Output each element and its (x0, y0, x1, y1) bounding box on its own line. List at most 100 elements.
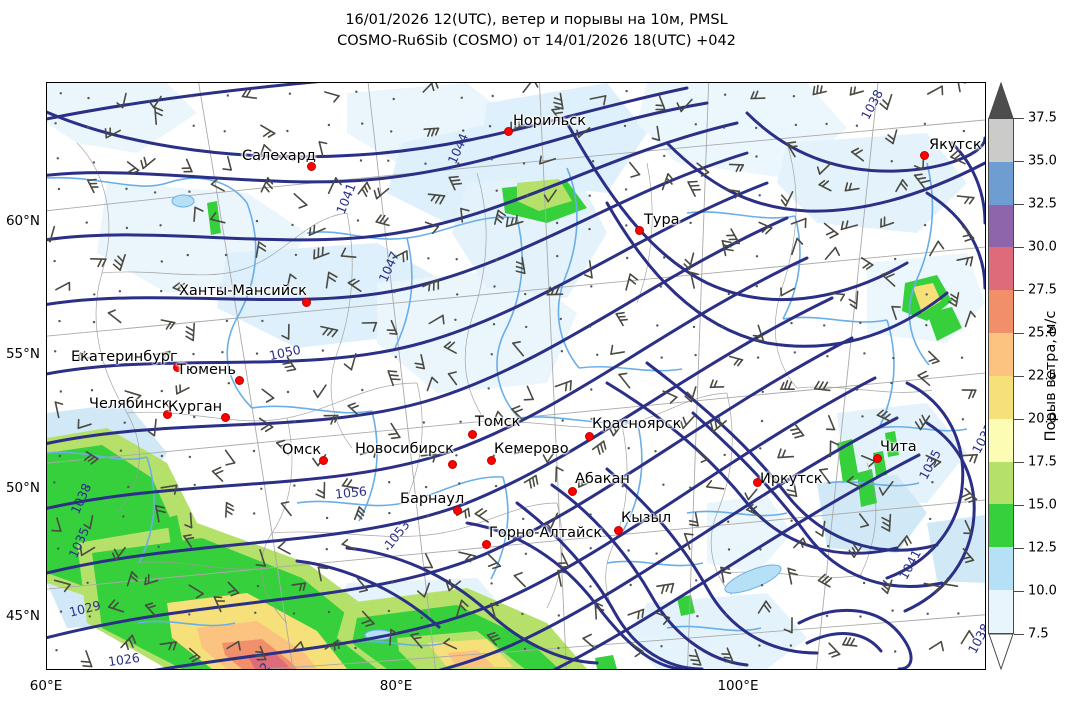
city-marker[interactable] (468, 430, 477, 439)
station-dot (694, 123, 697, 126)
station-dot (261, 319, 264, 323)
city-marker[interactable] (504, 127, 513, 136)
wind-barb (422, 278, 440, 292)
y-axis-tick-50°N: 50°N (5, 480, 40, 496)
city-marker[interactable] (482, 540, 491, 549)
city-marker[interactable] (635, 226, 644, 235)
map-panel[interactable]: 1038104410411047102910501032103510561038… (46, 82, 986, 670)
wind-barb (925, 454, 942, 468)
city-marker[interactable] (920, 151, 929, 160)
wind-barb (629, 161, 641, 178)
station-dot (557, 646, 560, 650)
wind-barb (356, 577, 368, 593)
wind-barb (787, 567, 799, 585)
wind-barb (962, 547, 975, 564)
city-marker[interactable] (585, 432, 594, 441)
station-dot (86, 485, 89, 489)
wind-barb (353, 506, 366, 521)
colorbar-band-0 (989, 119, 1013, 162)
station-dot (760, 584, 764, 587)
city-label: Абакан (575, 471, 630, 487)
wind-barb (849, 86, 864, 96)
wind-barb (47, 225, 56, 243)
city-marker[interactable] (873, 454, 882, 463)
station-dot (59, 92, 62, 95)
wind-barb (188, 584, 204, 599)
city-marker[interactable] (302, 298, 311, 307)
station-dot (495, 259, 498, 262)
x-axis-tick-100°E: 100°E (717, 678, 759, 694)
colorbar-tick-label-17.5: 17.5 (1028, 454, 1057, 470)
wind-barb (281, 323, 290, 340)
wind-barb (676, 98, 693, 113)
wind-barb (710, 417, 727, 433)
city-marker[interactable] (221, 413, 230, 422)
station-dot (85, 221, 88, 224)
colorbar-tick-label-12.5: 12.5 (1028, 540, 1057, 556)
station-dot (825, 614, 829, 618)
station-dot (92, 161, 96, 164)
wind-barb (594, 601, 605, 620)
station-dot (560, 350, 564, 353)
station-dot (755, 255, 759, 258)
city-marker[interactable] (448, 460, 457, 469)
station-dot (225, 319, 229, 323)
colorbar-tick-30.0 (1014, 247, 1024, 248)
station-dot (556, 254, 559, 258)
wind-barb (557, 552, 570, 568)
city-marker[interactable] (568, 487, 577, 496)
y-axis-tick-55°N: 55°N (5, 346, 40, 362)
station-dot (325, 516, 329, 520)
station-dot (663, 154, 666, 158)
wind-barb (443, 341, 457, 354)
wind-barb (744, 488, 758, 501)
city-marker[interactable] (753, 478, 762, 487)
wind-barb (957, 83, 966, 93)
wind-barb (317, 566, 329, 582)
y-axis-tick-60°N: 60°N (5, 213, 40, 229)
colorbar[interactable]: 37.5 35.0 32.5 30.0 27.5 25.0 22.5 20.0 17.5 15.0… (988, 82, 1057, 670)
wind-barb (885, 129, 898, 145)
wind-barb (424, 221, 439, 234)
station-dot (294, 253, 298, 257)
city-marker[interactable] (163, 410, 172, 419)
wind-barb (961, 453, 978, 464)
city-marker[interactable] (173, 363, 182, 372)
x-axis-tick-60°E: 60°E (29, 678, 63, 694)
wind-barb (361, 610, 375, 627)
wind-barb (387, 370, 401, 387)
city-marker[interactable] (487, 456, 496, 465)
title-line-1: 16/01/2026 12(UTC), ветер и порывы на 10… (345, 12, 728, 28)
station-dot (456, 293, 459, 296)
wind-barb (293, 193, 308, 209)
wind-barb (881, 271, 896, 287)
wind-barb (553, 92, 564, 110)
station-dot (391, 581, 394, 584)
station-dot (59, 390, 62, 393)
city-label: Горно-Алтайск (489, 525, 603, 541)
wind-barb (512, 341, 525, 357)
wind-barb (956, 195, 975, 205)
city-marker[interactable] (319, 456, 328, 465)
city-label: Екатеринбург (71, 349, 178, 365)
wind-barb (709, 379, 725, 389)
station-dot (590, 417, 593, 421)
wind-barb (578, 475, 592, 488)
wind-barb (876, 409, 891, 422)
wind-barb (255, 549, 266, 567)
station-dot (662, 483, 665, 486)
city-marker[interactable] (235, 376, 244, 385)
lakes (171, 194, 782, 641)
wind-barb (696, 162, 710, 177)
wind-barb (878, 480, 894, 496)
city-marker[interactable] (614, 526, 623, 535)
city-marker[interactable] (453, 506, 462, 515)
wind-barb (55, 281, 71, 291)
wind-barb (777, 448, 795, 459)
wind-barb (456, 599, 469, 617)
station-dot (127, 485, 130, 489)
wind-barb (111, 546, 126, 561)
wind-barb (275, 439, 290, 456)
city-marker[interactable] (307, 162, 316, 171)
wind-barbs (47, 83, 978, 668)
